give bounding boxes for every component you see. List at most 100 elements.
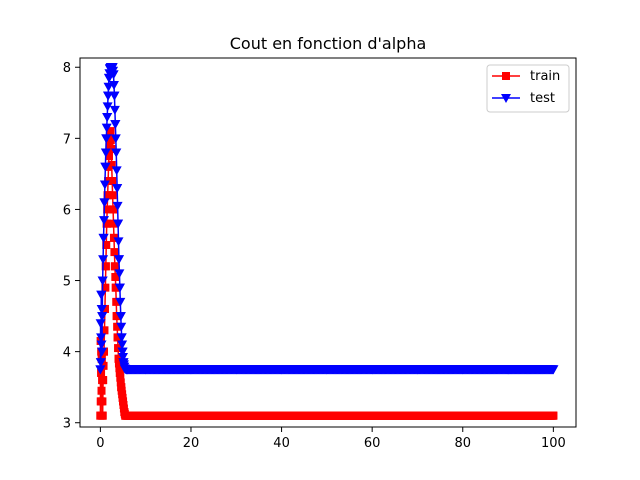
point-train: [106, 127, 115, 136]
point-train: [114, 354, 123, 363]
point-train: [101, 262, 110, 271]
y-tick-label: 7: [63, 132, 71, 147]
point-test: [112, 184, 123, 194]
y-tick-label: 5: [63, 275, 71, 290]
point-test: [114, 283, 125, 293]
point-test: [108, 81, 119, 91]
point-train: [113, 333, 122, 342]
point-test: [101, 134, 112, 144]
point-test: [117, 347, 128, 357]
point-test: [111, 148, 122, 158]
point-test: [110, 120, 121, 130]
point-test: [109, 91, 120, 101]
point-train: [102, 219, 111, 228]
point-test: [548, 365, 559, 375]
point-train: [114, 359, 123, 368]
point-test: [117, 340, 128, 350]
point-test: [95, 319, 106, 329]
y-tick-label: 3: [63, 417, 71, 432]
point-train: [109, 219, 118, 228]
point-train: [111, 283, 120, 292]
series-layer: [95, 63, 559, 420]
point-train: [115, 368, 124, 377]
legend-marker-test: [501, 94, 511, 103]
point-train: [110, 248, 119, 257]
point-test: [102, 102, 113, 112]
point-test: [103, 91, 114, 101]
point-train: [100, 326, 109, 335]
point-test: [115, 297, 126, 307]
point-test: [95, 365, 106, 375]
point-train: [98, 411, 107, 420]
x-tick-label: 100: [541, 436, 566, 451]
point-train: [100, 304, 109, 313]
point-test: [112, 201, 123, 211]
point-train: [106, 136, 115, 145]
point-train: [102, 240, 111, 249]
legend-marker-train: [502, 72, 510, 80]
point-train: [108, 177, 117, 185]
point-test: [109, 105, 120, 115]
point-test: [100, 162, 111, 172]
point-test: [96, 340, 107, 350]
point-test: [113, 255, 124, 265]
point-test: [99, 216, 110, 226]
point-test: [113, 219, 124, 229]
point-test: [96, 304, 107, 314]
point-test: [115, 312, 126, 322]
point-test: [116, 322, 127, 332]
x-tick-label: 20: [183, 436, 200, 451]
point-train: [111, 272, 120, 281]
point-test: [98, 233, 109, 243]
point-train: [104, 152, 113, 161]
point-train: [115, 364, 124, 373]
point-train: [116, 373, 125, 382]
point-train: [116, 378, 125, 387]
point-train: [549, 411, 558, 420]
x-tick-label: 0: [96, 436, 104, 451]
point-train: [99, 376, 108, 385]
legend: train test: [486, 64, 570, 113]
point-train: [103, 191, 112, 200]
point-test: [96, 290, 107, 300]
point-train: [109, 205, 118, 214]
y-tick-label: 4: [63, 346, 71, 361]
legend-label-test: test: [530, 91, 555, 106]
point-test: [96, 347, 107, 357]
point-train: [103, 205, 112, 214]
point-train: [113, 322, 122, 331]
y-tick-label: 6: [63, 203, 71, 218]
point-test: [118, 352, 129, 362]
series-train: [96, 127, 558, 420]
point-test: [116, 333, 127, 343]
point-train: [101, 283, 110, 292]
point-train: [110, 262, 119, 271]
point-train: [97, 386, 106, 395]
series-test: [95, 63, 559, 375]
point-train: [112, 312, 121, 321]
point-test: [99, 198, 110, 208]
point-test: [113, 237, 124, 247]
point-test: [103, 73, 114, 83]
x-tick-label: 80: [454, 436, 471, 451]
point-test: [111, 166, 122, 176]
point-test: [97, 312, 108, 322]
x-tick-label: 40: [273, 436, 290, 451]
point-test: [101, 123, 112, 133]
point-train: [107, 145, 116, 154]
point-test: [114, 269, 125, 279]
point-test: [98, 255, 109, 265]
chart-title: Cout en fonction d'alpha: [230, 34, 427, 53]
x-axis: 0 20 40 60 80 100: [96, 427, 566, 451]
axes-frame: [79, 57, 577, 428]
point-train: [112, 297, 121, 306]
point-test: [100, 148, 111, 158]
y-tick-label: 8: [63, 61, 71, 76]
plot-area: [79, 57, 577, 428]
point-train: [96, 397, 105, 406]
legend-item-test: test: [492, 91, 555, 106]
point-test: [103, 82, 114, 92]
point-train: [108, 191, 117, 200]
y-axis: 3 4 5 6 7 8: [63, 61, 80, 432]
